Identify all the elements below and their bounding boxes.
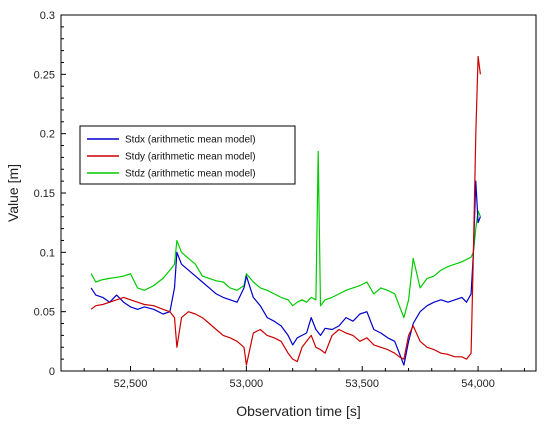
x-tick-label: 53,500 bbox=[345, 378, 379, 390]
y-tick-label: 0 bbox=[49, 366, 55, 378]
y-axis-ticks: 0 0.05 0.1 0.15 0.2 0.25 0.3 bbox=[34, 10, 66, 378]
series-line-2 bbox=[90, 55, 481, 366]
series-line-3 bbox=[90, 150, 481, 319]
y-tick-label: 0.1 bbox=[40, 247, 55, 259]
y-tick-label: 0.15 bbox=[34, 188, 55, 200]
x-axis-ticks: 52,500 53,000 53,500 54,000 bbox=[83, 366, 525, 390]
y-tick-label: 0.05 bbox=[34, 307, 55, 319]
y-axis-title: Value [m] bbox=[5, 164, 21, 222]
x-tick-label: 52,500 bbox=[114, 378, 148, 390]
x-axis-title: Observation time [s] bbox=[236, 403, 361, 419]
y-tick-label: 0.2 bbox=[40, 129, 55, 141]
legend-box bbox=[79, 125, 296, 185]
series-layer bbox=[90, 55, 481, 366]
series-line-1 bbox=[90, 180, 481, 366]
legend-label-2: Stdy (arithmetic mean model) bbox=[125, 152, 256, 163]
x-tick-label: 53,000 bbox=[230, 378, 264, 390]
legend-label-3: Stdz (arithmetic mean model) bbox=[125, 169, 256, 180]
legend: Stdx (arithmetic mean model) Stdy (arithm… bbox=[79, 125, 296, 185]
y-tick-label: 0.25 bbox=[34, 69, 55, 81]
x-tick-label: 54,000 bbox=[461, 378, 495, 390]
y-tick-label: 0.3 bbox=[40, 10, 55, 22]
legend-label-1: Stdx (arithmetic mean model) bbox=[125, 135, 256, 146]
